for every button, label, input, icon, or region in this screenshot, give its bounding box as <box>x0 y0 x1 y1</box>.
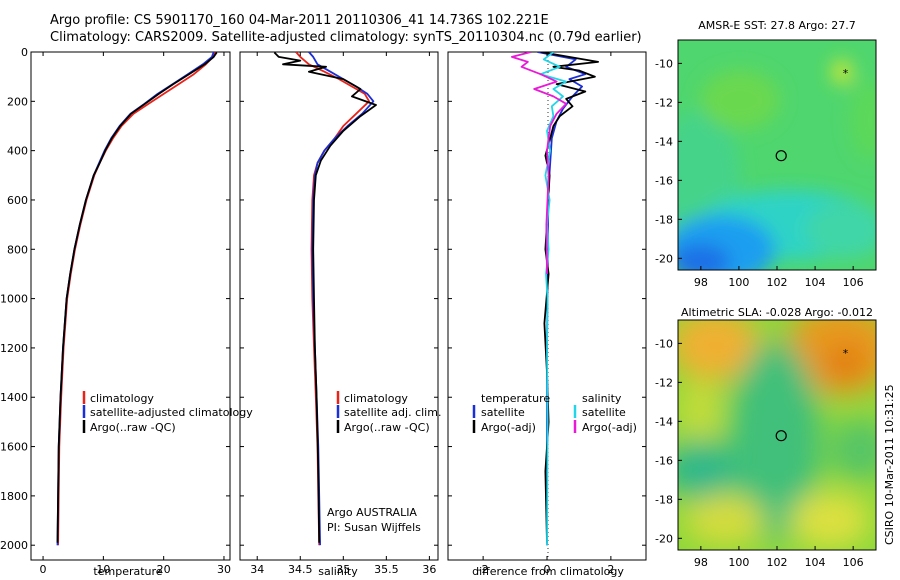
map-y-tick-label: -12 <box>655 376 673 389</box>
map-x-tick-label: 100 <box>728 276 749 289</box>
series-line-satellite <box>56 52 215 546</box>
map-x-tick-label: 106 <box>843 556 864 569</box>
x-tick-label: 36 <box>422 563 436 576</box>
temperature-series <box>56 52 218 546</box>
x-tick-label: 20 <box>157 563 171 576</box>
map-x-tick-label: 104 <box>805 556 826 569</box>
chart-title-line-2: Climatology: CARS2009. Satellite-adjuste… <box>50 30 642 45</box>
salinity-plot-frame <box>239 51 439 561</box>
legend-label-satellite: satellite-adjusted climatology <box>90 406 253 419</box>
argo-program-label: Argo AUSTRALIA <box>327 506 417 519</box>
y-tick-label: 200 <box>7 95 28 108</box>
salinity-series <box>273 52 377 546</box>
difference-legend: temperature satellite Argo(-adj) salinit… <box>472 392 637 434</box>
x-tick-label: 34 <box>250 563 264 576</box>
y-tick-label: 1400 <box>0 391 28 404</box>
float-position-marker <box>775 430 787 442</box>
reference-star-marker: * <box>843 67 849 80</box>
sla-map-title: Altimetric SLA: -0.028 Argo: -0.012 <box>681 306 873 319</box>
legend-label-sal-argo: Argo(-adj) <box>582 421 637 434</box>
csiro-credit: CSIRO 10-Mar-2011 10:31:25 <box>883 384 896 545</box>
sla-map-field <box>678 320 876 550</box>
map-markers: 98 100 102 104 106 -10 -12 -14 -16 -18 -20 * 98 100 10… <box>655 57 864 569</box>
series-line-argo <box>56 52 218 543</box>
map-y-tick-label: -12 <box>655 96 673 109</box>
reference-star-marker: * <box>843 347 849 360</box>
legend-label-sal-satellite: satellite <box>582 406 626 419</box>
map-x-tick-label: 106 <box>843 276 864 289</box>
series-line-climatology <box>57 52 217 546</box>
series-line-climatology <box>295 52 371 546</box>
y-tick-label: 1200 <box>0 342 28 355</box>
map-y-tick-label: -18 <box>655 493 673 506</box>
map-x-tick-label: 102 <box>767 276 788 289</box>
x-tick-label: 30 <box>217 563 231 576</box>
y-tick-label: 2000 <box>0 539 28 552</box>
x-tick-label: 35 <box>336 563 350 576</box>
y-tick-label: 0 <box>21 46 28 59</box>
x-tick-label: 0 <box>544 563 551 576</box>
difference-axis-label: difference from climatology <box>472 565 624 578</box>
x-tick-label: 10 <box>96 563 110 576</box>
float-position-marker <box>775 150 787 162</box>
temperature-plot-frame <box>30 51 231 561</box>
map-x-tick-label: 98 <box>694 556 708 569</box>
legend-heading-salinity: salinity <box>582 392 622 405</box>
sst-map-title: AMSR-E SST: 27.8 Argo: 27.7 <box>698 19 856 32</box>
chart-title-line-1: Argo profile: CS 5901170_160 04-Mar-2011… <box>50 13 549 28</box>
legend-label-argo: Argo(..raw -QC) <box>90 421 176 434</box>
series-line-argo <box>273 52 377 543</box>
difference-series <box>510 52 599 546</box>
map-x-tick-label: 102 <box>767 556 788 569</box>
y-tick-label: 1600 <box>0 441 28 454</box>
map-y-tick-label: -14 <box>655 415 673 428</box>
legend-label-argo: Argo(..raw -QC) <box>344 421 430 434</box>
x-tick-label: 35.5 <box>374 563 399 576</box>
y-tick-label: 600 <box>7 194 28 207</box>
series-line-salinity-satellite <box>539 52 568 546</box>
map-y-tick-label: -18 <box>655 213 673 226</box>
x-tick-label: 34.5 <box>288 563 313 576</box>
sst-map-field <box>678 40 876 270</box>
axes-ticks: 0 10 20 30020040060080010001200140016001800… <box>0 46 646 576</box>
y-tick-label: 1800 <box>0 490 28 503</box>
legend-label-temp-satellite: satellite <box>481 406 525 419</box>
legend-label-temp-argo: Argo(-adj) <box>481 421 536 434</box>
y-tick-label: 400 <box>7 145 28 158</box>
map-x-tick-label: 98 <box>694 276 708 289</box>
x-tick-label: -2 <box>478 563 489 576</box>
map-x-tick-label: 100 <box>728 556 749 569</box>
salinity-legend: climatology satellite adj. clim. Argo(..… <box>327 391 441 534</box>
map-x-tick-label: 104 <box>805 276 826 289</box>
legend-label-climatology: climatology <box>90 392 154 405</box>
map-y-tick-label: -16 <box>655 454 673 467</box>
temperature-legend: climatology satellite-adjusted climatolo… <box>82 391 253 434</box>
map-y-tick-label: -14 <box>655 135 673 148</box>
pi-name-label: PI: Susan Wijffels <box>327 521 421 534</box>
x-tick-label: 2 <box>607 563 614 576</box>
legend-label-climatology: climatology <box>344 392 408 405</box>
x-tick-label: 0 <box>40 563 47 576</box>
map-y-tick-label: -16 <box>655 174 673 187</box>
map-y-tick-label: -10 <box>655 57 673 70</box>
salinity-axis-label: salinity <box>318 565 358 578</box>
legend-label-satellite: satellite adj. clim. <box>344 406 441 419</box>
map-y-tick-label: -20 <box>655 252 673 265</box>
map-y-tick-label: -10 <box>655 337 673 350</box>
y-tick-label: 1000 <box>0 293 28 306</box>
series-line-temperature-argo <box>540 52 599 543</box>
temperature-axis-label: temperature <box>93 565 162 578</box>
legend-heading-temperature: temperature <box>481 392 550 405</box>
map-y-tick-label: -20 <box>655 532 673 545</box>
y-tick-label: 800 <box>7 243 28 256</box>
series-line-salinity-argo <box>510 52 568 274</box>
